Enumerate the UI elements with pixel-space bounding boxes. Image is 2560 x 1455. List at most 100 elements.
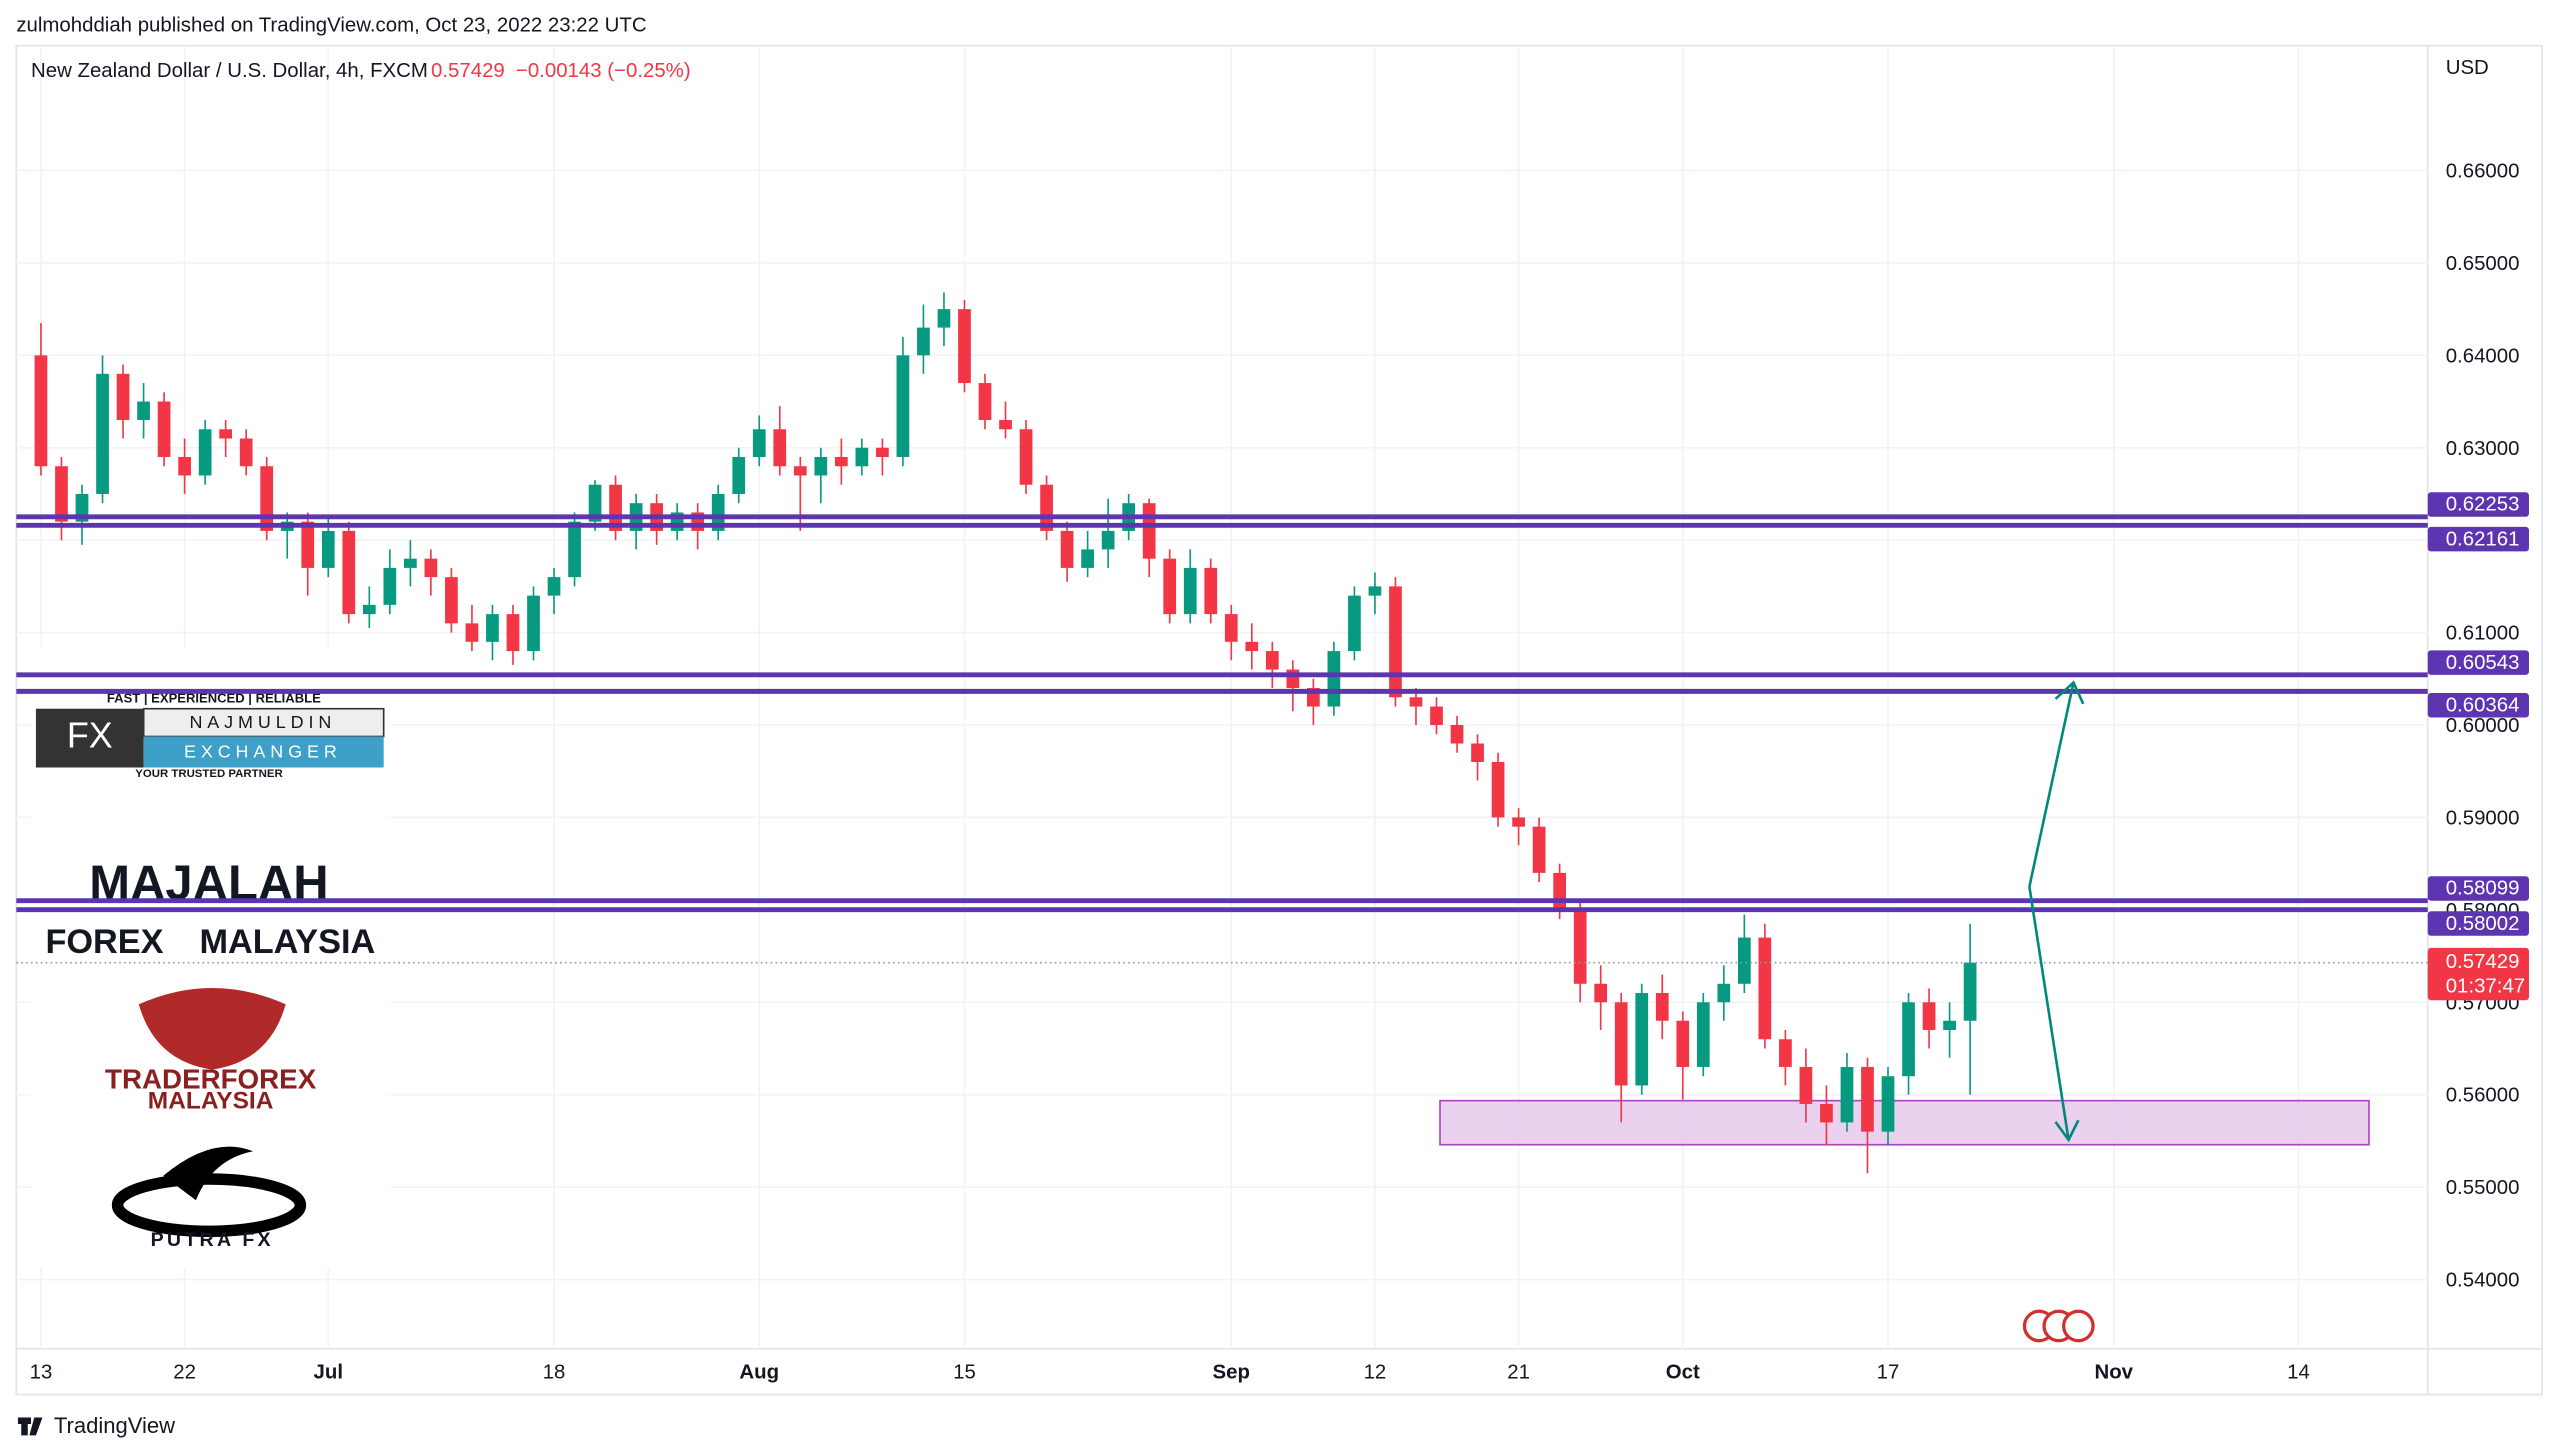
level-label-box <box>2427 911 2529 936</box>
watermark-logos: FAST | EXPERIENCED | RELIABLE FX NAJMULD… <box>31 646 391 1268</box>
candle-body <box>1963 962 1977 1021</box>
level-label: 0.60364 <box>2446 694 2520 716</box>
candle-body <box>1060 530 1074 568</box>
candle-body <box>876 447 889 457</box>
y-tick-label: 0.61000 <box>2446 623 2520 645</box>
x-tick-label: Oct <box>1666 1362 1700 1384</box>
candle-body <box>937 309 951 328</box>
x-tick-label: 13 <box>30 1362 53 1384</box>
candle-body <box>1142 503 1156 559</box>
candle-body <box>1081 549 1094 568</box>
plot <box>16 292 2428 1174</box>
candle-body <box>568 521 581 578</box>
countdown-label: 01:37:47 <box>2446 976 2525 998</box>
candle-body <box>178 456 191 476</box>
logo-text: EXCHANGER <box>184 742 342 762</box>
y-tick-label: 0.63000 <box>2446 438 2520 460</box>
candle-body <box>1840 1066 1854 1123</box>
x-tick-label: Nov <box>2094 1362 2133 1384</box>
candle-body <box>342 530 356 615</box>
candle-body <box>978 383 992 421</box>
logo-text: PUTRA FX <box>151 1229 274 1251</box>
symbol-title: New Zealand Dollar / U.S. Dollar, 4h, FX… <box>31 60 428 82</box>
candle-body <box>917 327 930 356</box>
logo-text: MALAYSIA <box>199 923 375 961</box>
level-label-box <box>2427 650 2529 675</box>
candle-body <box>465 623 479 642</box>
arrow-down <box>2028 886 2080 1143</box>
candle-body <box>1389 586 1402 698</box>
last-price-label: 0.57429 <box>2446 951 2520 973</box>
candle-body <box>547 577 561 596</box>
candle-body <box>732 456 746 494</box>
logo-text: MALAYSIA <box>148 1088 274 1115</box>
candle-body <box>1861 1066 1874 1132</box>
candle-body <box>116 373 130 421</box>
candle-body <box>506 614 520 652</box>
candle-body <box>527 595 540 652</box>
logo-text: FAST | EXPERIENCED | RELIABLE <box>107 690 321 705</box>
candle-body <box>424 558 438 578</box>
logo-text: TRADERFOREX <box>105 1063 317 1094</box>
candle-body <box>1532 826 1546 873</box>
candle-body <box>1655 993 1669 1021</box>
candle-body <box>855 447 869 467</box>
candle-body <box>1573 909 1587 984</box>
level-label: 0.58002 <box>2446 913 2520 935</box>
y-tick-label: 0.60000 <box>2446 715 2520 737</box>
candle-body <box>1471 743 1484 762</box>
last-price: 0.57429 <box>431 60 505 82</box>
candle-body <box>1491 761 1505 818</box>
candle-body <box>157 401 171 457</box>
x-tick-label: Sep <box>1213 1362 1250 1384</box>
candle-body <box>896 355 910 457</box>
footer-brand: TradingView <box>54 1413 175 1438</box>
putra-icon <box>163 1146 254 1201</box>
candle-body <box>1409 697 1423 707</box>
x-tick-label: 14 <box>2287 1362 2310 1384</box>
level-label: 0.60543 <box>2446 652 2520 674</box>
level-label-box <box>2427 492 2529 517</box>
candle-body <box>1040 484 1053 531</box>
x-tick-label: Jul <box>314 1362 343 1384</box>
candle-body <box>1696 1002 1710 1067</box>
candle-body <box>1204 567 1218 615</box>
price-change: −0.00143 (−0.25%) <box>516 60 691 82</box>
y-tick-label: 0.55000 <box>2446 1177 2520 1199</box>
candle-body <box>137 401 150 421</box>
candle-body <box>711 493 725 531</box>
tradingview-logo <box>17 1417 43 1436</box>
y-tick-label: 0.59000 <box>2446 807 2520 829</box>
y-tick-label: 0.66000 <box>2446 161 2520 183</box>
logo-box <box>35 708 144 768</box>
x-tick-label: Aug <box>739 1362 779 1384</box>
arrow-up <box>2028 680 2085 887</box>
x-tick-label: 18 <box>543 1362 566 1384</box>
candle-body <box>301 521 315 568</box>
candle-body <box>1614 1002 1628 1086</box>
candle-body <box>773 429 787 467</box>
candle-body <box>198 429 212 476</box>
candle-body <box>260 466 274 531</box>
logo-text: FX <box>67 715 113 756</box>
candle-body <box>1450 725 1464 744</box>
candle-body <box>1758 937 1772 1040</box>
candle-body <box>34 355 48 467</box>
level-label-box <box>2427 693 2529 718</box>
logo-text: YOUR TRUSTED PARTNER <box>135 768 282 780</box>
candle-body <box>1245 641 1259 652</box>
candle-body <box>55 466 68 522</box>
level-label-box <box>2427 876 2529 901</box>
candle-body <box>1737 937 1751 984</box>
level-label: 0.62161 <box>2446 528 2520 550</box>
candle-body <box>239 438 253 467</box>
logo-text: NAJMULDIN <box>189 712 336 732</box>
candle-body <box>1368 586 1382 596</box>
published-note: zulmohddiah published on TradingView.com… <box>16 15 646 37</box>
candle-body <box>958 309 971 384</box>
candle-body <box>1163 558 1177 615</box>
event-icon <box>2062 1309 2095 1343</box>
candle-body <box>1676 1020 1690 1067</box>
